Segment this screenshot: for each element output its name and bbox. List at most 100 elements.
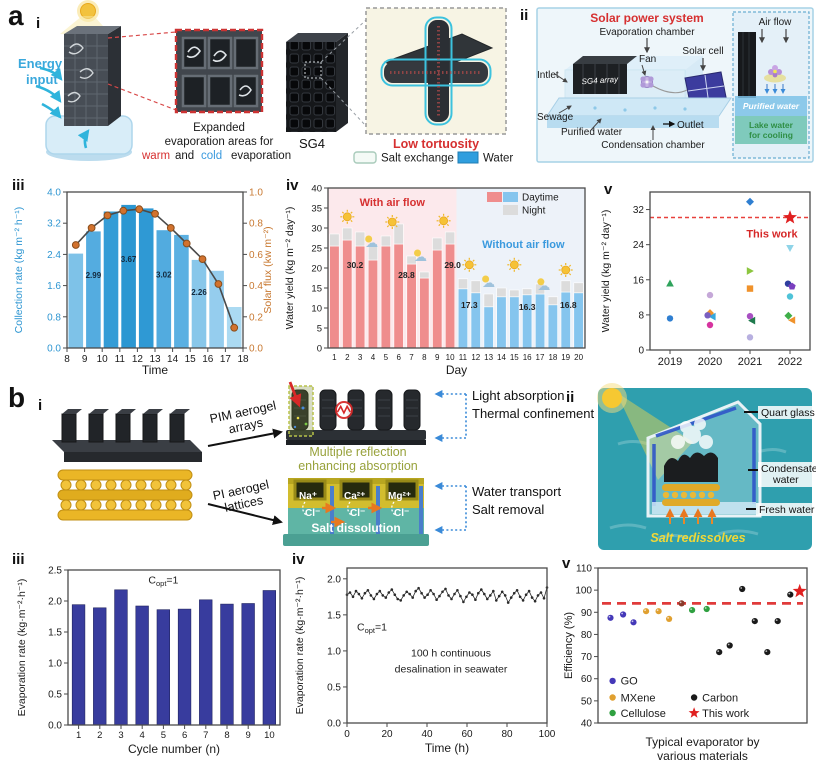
svg-text:100 h continuous: 100 h continuous bbox=[411, 648, 491, 660]
svg-text:4: 4 bbox=[140, 730, 145, 741]
svg-text:1: 1 bbox=[332, 353, 337, 362]
svg-text:20: 20 bbox=[574, 353, 583, 362]
purified-water-band-label: Purified water bbox=[743, 101, 800, 111]
svg-text:2021: 2021 bbox=[738, 356, 762, 368]
svg-text:This work: This work bbox=[702, 708, 750, 720]
multiple-reflection-label: Multiple reflection bbox=[309, 445, 406, 459]
svg-text:6: 6 bbox=[182, 730, 187, 741]
svg-text:13: 13 bbox=[484, 353, 493, 362]
svg-text:2.0: 2.0 bbox=[48, 597, 62, 608]
svg-text:Efficiency (%): Efficiency (%) bbox=[563, 612, 575, 679]
svg-text:19: 19 bbox=[561, 353, 570, 362]
lake-water-label: Lake water bbox=[749, 120, 794, 130]
svg-text:Night: Night bbox=[522, 206, 546, 217]
svg-text:With air flow: With air flow bbox=[360, 197, 426, 209]
svg-text:25: 25 bbox=[311, 244, 322, 255]
quart-glass-label: Quart glass bbox=[761, 407, 815, 419]
salt-dissolution-label: Salt dissolution bbox=[311, 521, 400, 535]
panel-a-ii-illustration: Solar power system Evaporation chamber S… bbox=[536, 7, 814, 163]
bracket-arrows-icon bbox=[434, 390, 467, 534]
panel-b-v-label: v bbox=[562, 555, 571, 572]
svg-text:60: 60 bbox=[461, 729, 473, 740]
svg-text:Collection rate (kg m⁻² h⁻¹): Collection rate (kg m⁻² h⁻¹) bbox=[13, 207, 25, 334]
svg-text:0.0: 0.0 bbox=[327, 719, 341, 730]
svg-text:16: 16 bbox=[523, 353, 532, 362]
svg-text:8: 8 bbox=[64, 354, 70, 365]
sg4-label: SG4 bbox=[299, 136, 325, 151]
svg-text:☁: ☁ bbox=[414, 249, 427, 264]
svg-text:9: 9 bbox=[82, 354, 88, 365]
panel-a-iii-label: iii bbox=[12, 177, 25, 194]
salt-dissolution-graphic: Na⁺ Cl⁻ Ca²⁺ Cl⁻ Mg²⁺ Cl⁻ Salt dissoluti… bbox=[283, 478, 429, 546]
panel-a-ii-label: ii bbox=[520, 7, 529, 24]
svg-text:16.8: 16.8 bbox=[560, 300, 577, 310]
lake-water-label-2: for cooling bbox=[749, 130, 793, 140]
svg-text:20: 20 bbox=[381, 729, 393, 740]
chart-continuous-desalination: Copt=1 100 h continuous desalination in se… bbox=[294, 567, 556, 755]
svg-text:2.5: 2.5 bbox=[48, 566, 62, 577]
svg-text:60: 60 bbox=[581, 674, 593, 685]
svg-text:0: 0 bbox=[344, 729, 350, 740]
svg-text:☁: ☁ bbox=[482, 275, 495, 290]
svg-text:15: 15 bbox=[185, 354, 197, 365]
svg-text:10: 10 bbox=[264, 730, 275, 741]
intlet-label: Intlet bbox=[537, 70, 559, 81]
ion-cl-label-3: Cl⁻ bbox=[394, 508, 409, 519]
svg-text:0.0: 0.0 bbox=[48, 721, 62, 732]
energy-input-label-2: input bbox=[26, 72, 58, 87]
sg4-array-block bbox=[573, 64, 627, 94]
svg-text:14: 14 bbox=[497, 353, 506, 362]
thermal-confinement-label: Thermal confinement bbox=[472, 406, 594, 421]
svg-text:various materials: various materials bbox=[657, 749, 748, 763]
water-transport-label: Water transport bbox=[472, 484, 561, 499]
svg-text:☁: ☁ bbox=[537, 278, 550, 293]
svg-text:9: 9 bbox=[435, 353, 440, 362]
water-label: Water bbox=[483, 153, 513, 165]
svg-text:5: 5 bbox=[317, 324, 322, 335]
svg-text:50: 50 bbox=[581, 696, 593, 707]
svg-text:☁: ☁ bbox=[365, 235, 378, 250]
svg-text:0: 0 bbox=[317, 344, 322, 355]
svg-text:20: 20 bbox=[311, 264, 322, 275]
svg-text:10: 10 bbox=[311, 304, 322, 315]
sun-icon bbox=[602, 388, 622, 408]
svg-text:17: 17 bbox=[536, 353, 545, 362]
svg-text:8: 8 bbox=[638, 310, 644, 321]
svg-text:35: 35 bbox=[311, 204, 322, 215]
ion-cl-label: Cl⁻ bbox=[305, 508, 320, 519]
svg-text:0: 0 bbox=[638, 346, 644, 357]
svg-text:1.0: 1.0 bbox=[249, 188, 263, 199]
svg-text:15: 15 bbox=[311, 284, 322, 295]
enhancing-absorption-label: enhancing absorption bbox=[298, 459, 418, 473]
chart-water-yield-by-year: This work 0 8 16 24 32 2019 2020 2021 2022 Water y… bbox=[600, 191, 811, 368]
svg-text:8: 8 bbox=[422, 353, 427, 362]
panel-b-ii-label: ii bbox=[566, 389, 575, 406]
svg-text:0.2: 0.2 bbox=[249, 312, 263, 323]
ion-mg-label: Mg²⁺ bbox=[388, 491, 411, 502]
svg-text:2019: 2019 bbox=[658, 356, 682, 368]
chart-efficiency-comparison: GO MXene Cellulose Carbon This work 40 50 60 70 8… bbox=[563, 564, 808, 763]
salt-exchange-swatch bbox=[353, 151, 377, 164]
svg-text:17.3: 17.3 bbox=[461, 300, 478, 310]
svg-text:Day: Day bbox=[446, 363, 467, 377]
svg-text:Copt=1: Copt=1 bbox=[148, 575, 178, 589]
svg-text:GO: GO bbox=[621, 676, 639, 688]
panel-b-iii-label: iii bbox=[12, 551, 25, 568]
pim-aerogel-array-graphic bbox=[52, 409, 202, 462]
salt-redissolves-label: Salt redissolves bbox=[650, 531, 745, 545]
panel-b-ii-illustration: Quart glass Condensate water Fresh water… bbox=[597, 383, 816, 550]
outlet-label: Outlet bbox=[677, 120, 704, 131]
svg-text:7: 7 bbox=[203, 730, 208, 741]
chart-b-iv-content: Copt=1 100 h continuous desalination in se… bbox=[294, 567, 556, 755]
svg-text:Evaporation rate (kg·m⁻²·h⁻¹): Evaporation rate (kg·m⁻²·h⁻¹) bbox=[16, 579, 28, 717]
svg-text:Cycle number (n): Cycle number (n) bbox=[128, 742, 220, 756]
steam-icon bbox=[671, 418, 713, 449]
svg-text:1.6: 1.6 bbox=[47, 281, 61, 292]
svg-text:80: 80 bbox=[501, 729, 513, 740]
fan-label: Fan bbox=[639, 54, 656, 65]
svg-text:Time (h): Time (h) bbox=[425, 741, 469, 755]
caption-and: and bbox=[175, 150, 194, 162]
svg-text:15: 15 bbox=[510, 353, 519, 362]
panel-a-i-illustration: Energy input Expanded evaporation areas … bbox=[18, 0, 513, 165]
svg-text:28.8: 28.8 bbox=[398, 270, 415, 280]
